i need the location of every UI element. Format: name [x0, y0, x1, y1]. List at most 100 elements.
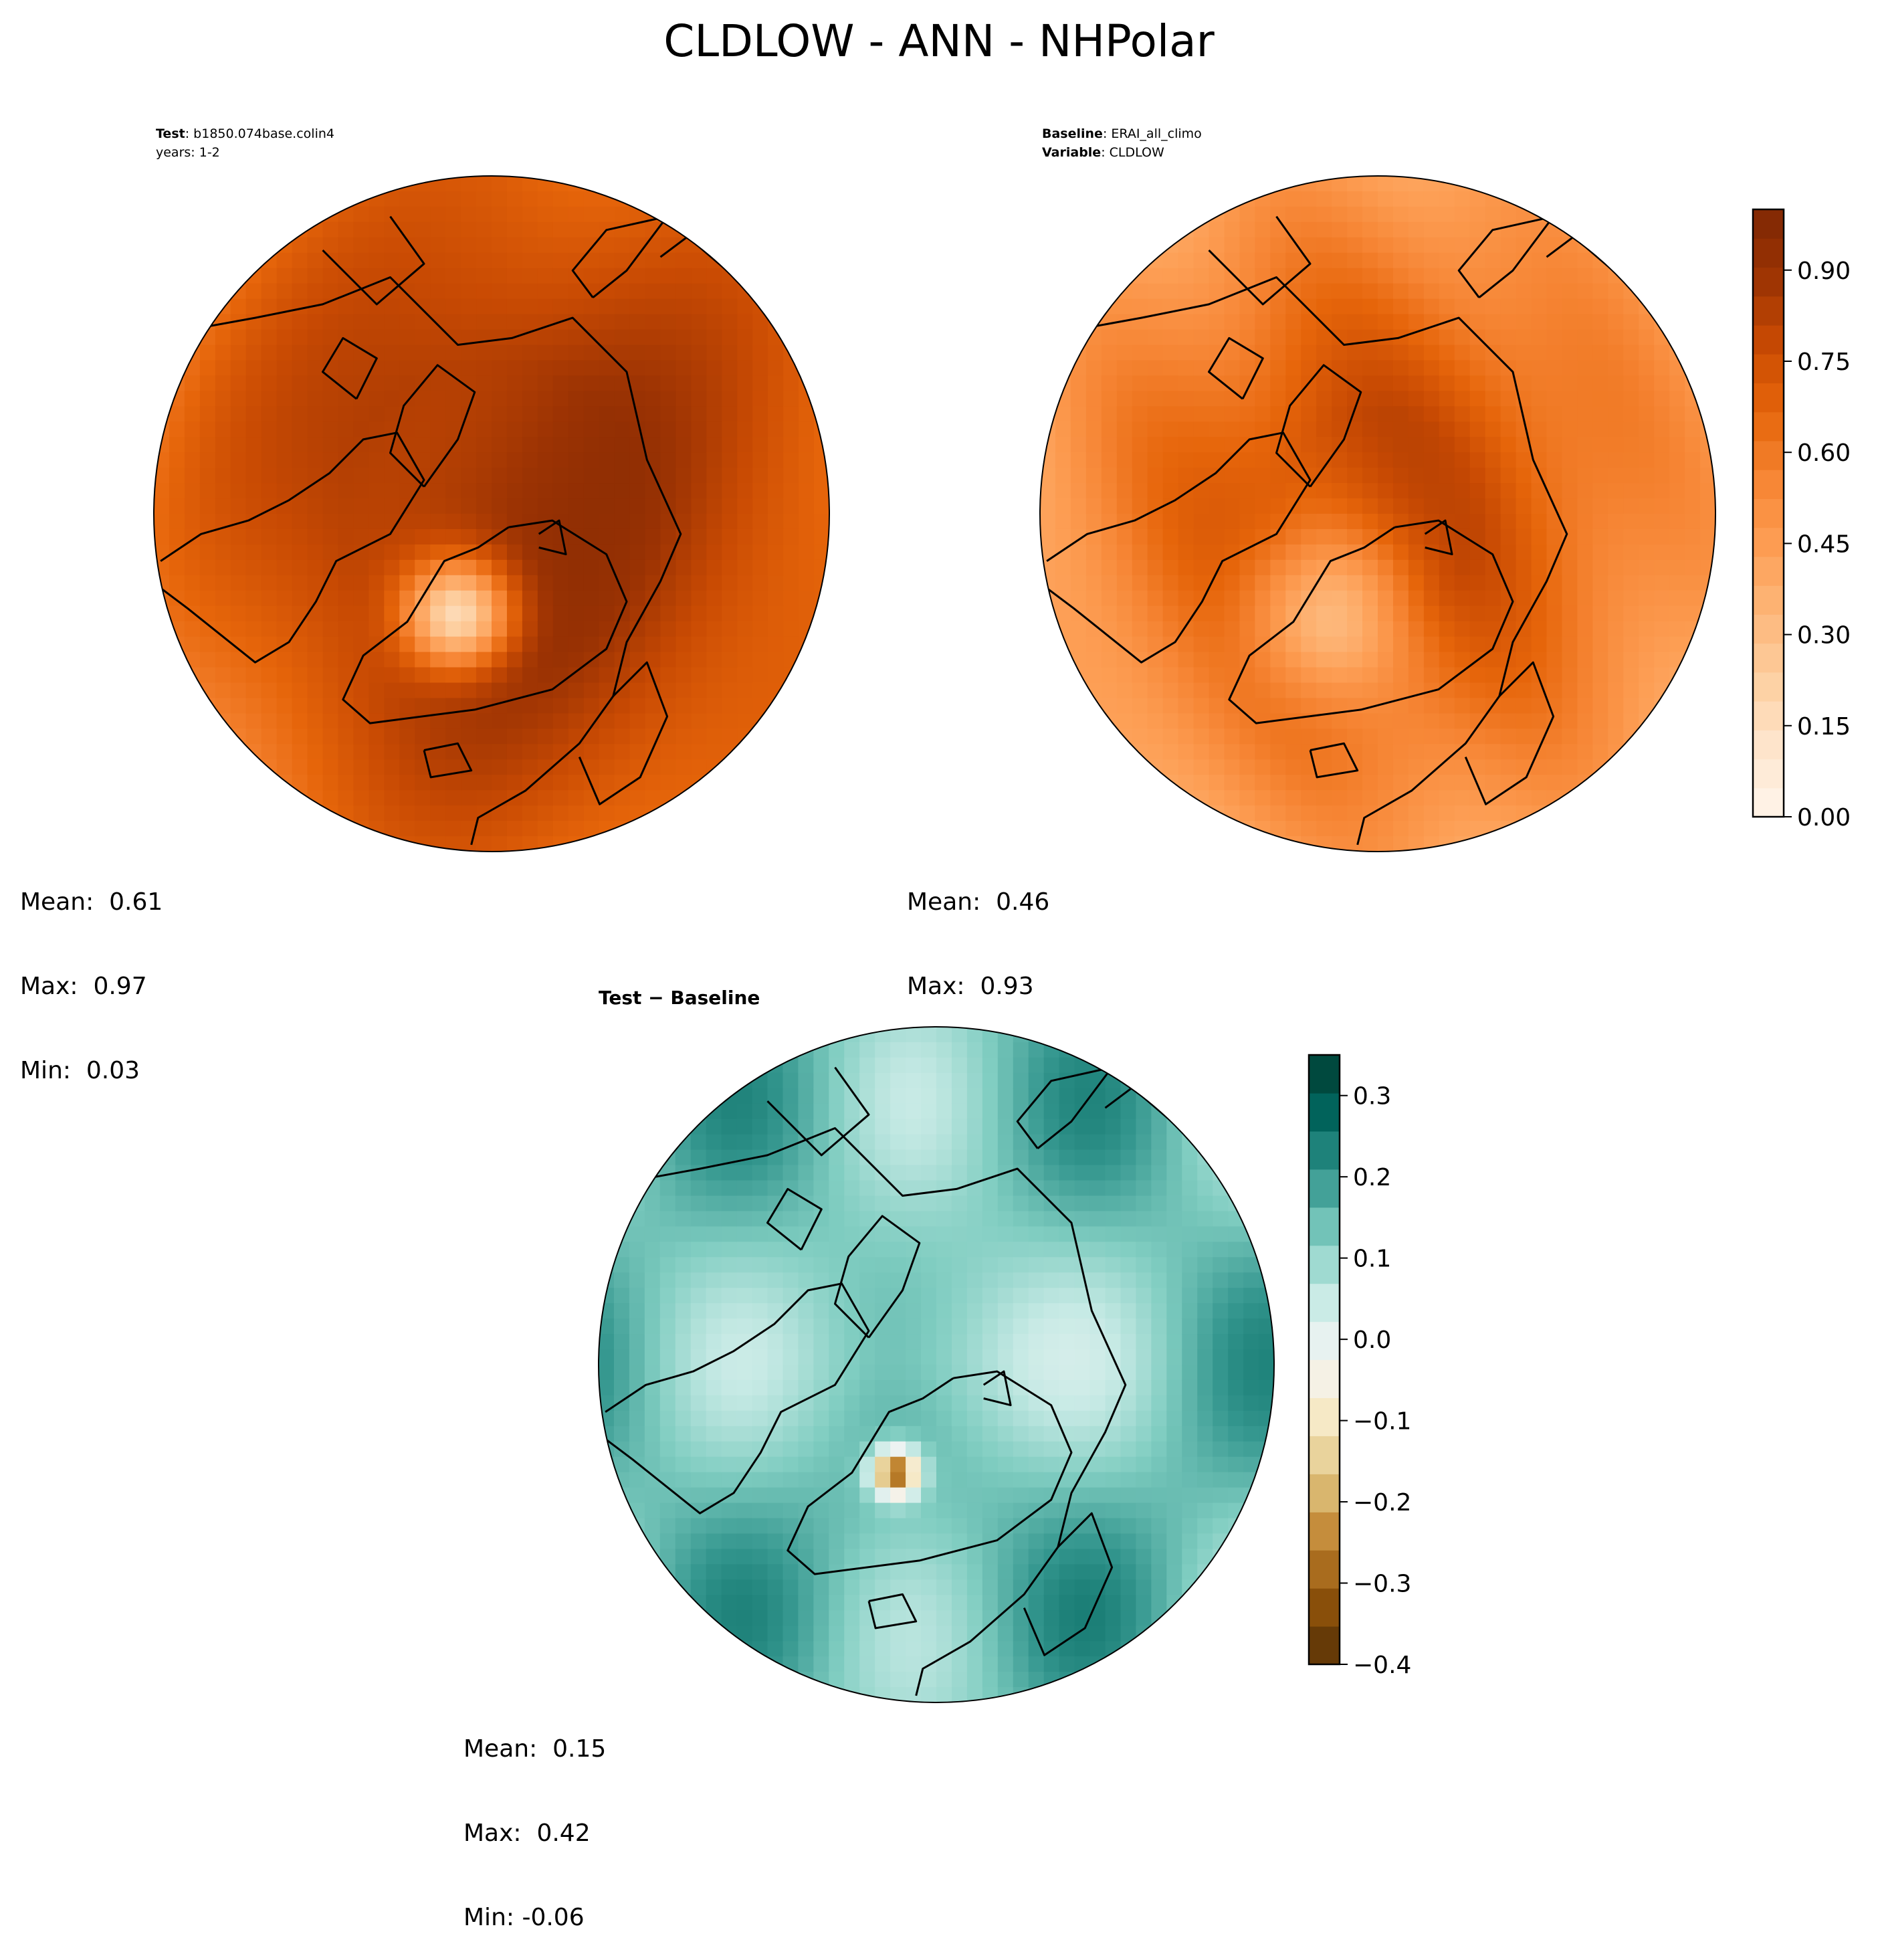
baseline-map-cell — [1439, 636, 1455, 653]
diff-map-cell — [875, 1226, 891, 1243]
test-map-cell — [261, 314, 278, 330]
test-map-cell — [322, 682, 339, 699]
baseline-map-cell — [1469, 836, 1486, 852]
test-map-cell — [522, 559, 538, 576]
baseline-map-cell — [1255, 314, 1271, 330]
baseline-map-cell — [1531, 421, 1548, 438]
diff-map-cell — [706, 1610, 722, 1627]
baseline-map-cell — [1700, 421, 1715, 438]
baseline-map-cell — [1408, 298, 1425, 315]
baseline-map-cell — [1654, 544, 1670, 561]
diff-map-cell — [1182, 1288, 1198, 1304]
test-map-cell — [322, 759, 339, 776]
diff-map-cell — [1182, 1395, 1198, 1411]
diff-map-cell — [997, 1656, 1014, 1672]
baseline-map-cell — [1132, 728, 1148, 745]
diff-map-cell — [829, 1610, 845, 1627]
baseline-map-cell — [1485, 406, 1501, 423]
colorbar-top-tick-label: 0.45 — [1797, 530, 1851, 558]
baseline-map-cell — [1500, 329, 1517, 346]
test-map-cell — [230, 605, 247, 622]
diff-map-cell — [644, 1410, 661, 1427]
baseline-map-cell — [1500, 744, 1517, 761]
diff-map-cell — [859, 1303, 875, 1319]
test-map-cell — [568, 483, 585, 499]
test-map-cell — [752, 360, 768, 377]
test-map-cell — [752, 636, 768, 653]
baseline-map-cell — [1439, 345, 1455, 361]
test-map-cell — [537, 575, 554, 591]
test-map-cell — [552, 652, 569, 668]
baseline-map-cell — [1608, 391, 1625, 407]
test-map-cell — [660, 452, 677, 468]
diff-map-cell — [1259, 1334, 1274, 1350]
baseline-map-cell — [1085, 498, 1102, 514]
test-map-cell — [292, 514, 308, 530]
baseline-max: Max: 0.93 — [907, 973, 1034, 1000]
diff-map-cell — [1059, 1564, 1075, 1581]
diff-map-cell — [951, 1487, 968, 1504]
test-map-cell — [645, 268, 661, 284]
baseline-map-cell — [1316, 237, 1332, 254]
diff-map-cell — [1228, 1334, 1244, 1350]
diff-map-cell — [644, 1334, 661, 1350]
diff-map-cell — [1028, 1288, 1045, 1304]
baseline-map-cell — [1392, 406, 1409, 423]
diff-map-cell — [613, 1288, 630, 1304]
diff-map-cell — [906, 1456, 922, 1473]
diff-map-cell — [966, 1626, 983, 1642]
baseline-map-cell — [1347, 375, 1363, 392]
baseline-map-cell — [1639, 345, 1655, 361]
baseline-map-cell — [1562, 252, 1578, 269]
diff-map-cell — [1166, 1579, 1183, 1596]
baseline-map-cell — [1485, 652, 1501, 668]
baseline-map-cell — [1070, 375, 1087, 392]
baseline-map-cell — [1439, 191, 1455, 207]
baseline-map-cell — [1209, 421, 1225, 438]
diff-map-cell — [921, 1410, 937, 1427]
diff-map-cell — [1213, 1502, 1229, 1519]
test-map-cell — [583, 821, 600, 837]
diff-map-cell — [690, 1365, 707, 1381]
baseline-map-cell — [1316, 221, 1332, 238]
baseline-map-cell — [1316, 406, 1332, 423]
diff-map-cell — [1105, 1379, 1122, 1396]
test-map-cell — [691, 667, 708, 684]
baseline-map-cell — [1316, 268, 1332, 284]
colorbar-diff-level-3 — [1309, 1512, 1340, 1551]
diff-map-cell — [1028, 1395, 1045, 1411]
diff-map-cell — [721, 1272, 738, 1289]
baseline-map-cell — [1469, 728, 1486, 745]
diff-map-cell — [767, 1502, 784, 1519]
test-map-cell — [476, 559, 492, 576]
baseline-map-cell — [1316, 667, 1332, 684]
diff-map-cell — [997, 1272, 1014, 1289]
test-map-cell — [614, 468, 631, 484]
baseline-map-cell — [1378, 590, 1394, 607]
test-map-cell — [768, 652, 784, 668]
baseline-map-cell — [1116, 483, 1133, 499]
baseline-map-cell — [1577, 283, 1594, 300]
baseline-map-cell — [1239, 437, 1256, 453]
baseline-map-cell — [1654, 437, 1670, 453]
baseline-map-cell — [1423, 836, 1440, 852]
diff-map-cell — [1259, 1349, 1274, 1365]
diff-map-cell — [997, 1610, 1014, 1627]
baseline-map-cell — [1239, 605, 1256, 622]
baseline-map-cell — [1592, 514, 1609, 530]
baseline-map-cell — [1608, 605, 1625, 622]
test-map-cell — [292, 728, 308, 745]
baseline-map-cell — [1592, 528, 1609, 545]
baseline-map-cell — [1224, 252, 1241, 269]
test-map-cell — [537, 283, 554, 300]
baseline-map-cell — [1162, 575, 1179, 591]
baseline-map-cell — [1469, 468, 1486, 484]
diff-map-cell — [859, 1088, 875, 1104]
baseline-map-cell — [1147, 298, 1164, 315]
test-map-cell — [292, 559, 308, 576]
test-map-cell — [614, 821, 631, 837]
baseline-map-cell — [1516, 575, 1532, 591]
test-map-cell — [568, 836, 585, 852]
diff-map-cell — [798, 1395, 815, 1411]
diff-map-cell — [829, 1579, 845, 1596]
